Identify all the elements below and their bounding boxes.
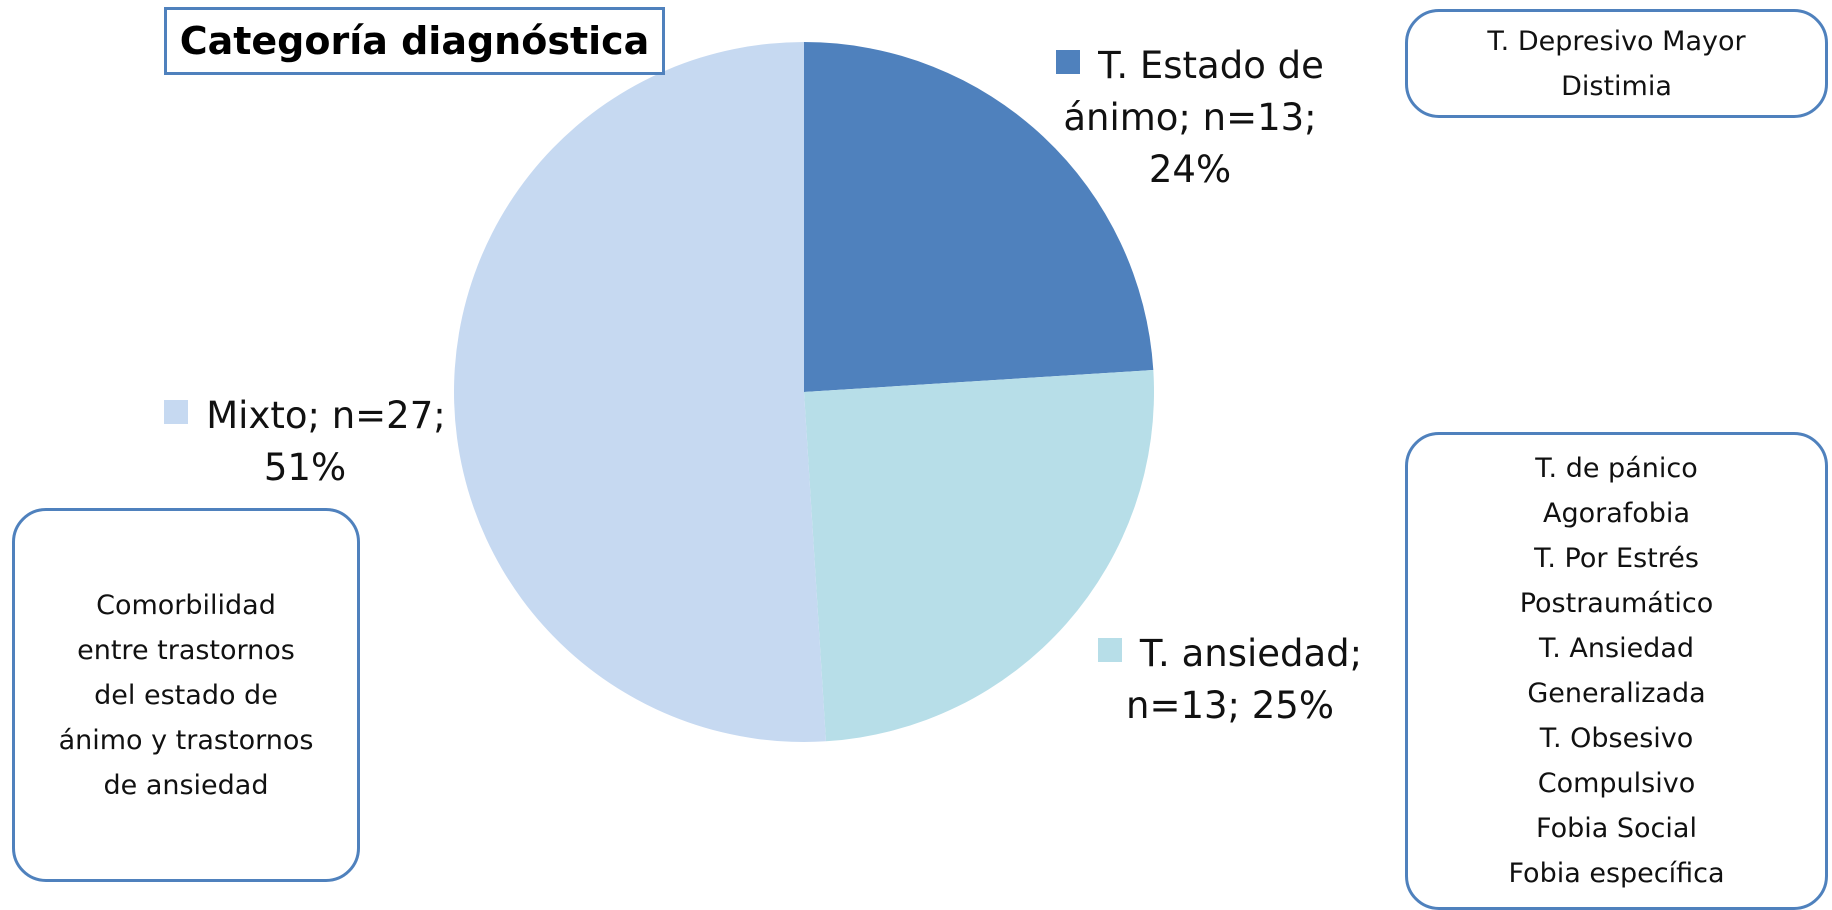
pie-slice bbox=[804, 370, 1154, 742]
slice-label: T. ansiedad; n=13; 25% bbox=[1085, 628, 1375, 732]
note-box: T. Depresivo Mayor Distimia bbox=[1405, 9, 1828, 118]
note-line: ánimo y trastornos bbox=[58, 724, 314, 756]
note-box: T. de pánico Agorafobia T. Por Estrés Postr… bbox=[1405, 432, 1828, 910]
legend-swatch bbox=[1056, 50, 1081, 74]
note-line: T. Obsesivo bbox=[1539, 723, 1694, 754]
note-line: de ansiedad bbox=[103, 769, 269, 801]
note-line: T. Por Estrés bbox=[1534, 543, 1699, 574]
legend-swatch bbox=[164, 400, 189, 424]
note-line: Agorafobia bbox=[1543, 498, 1690, 529]
pie-slice bbox=[453, 42, 826, 742]
note-line: Postraumático bbox=[1519, 588, 1714, 619]
note-line: entre trastornos bbox=[77, 634, 295, 666]
slice-label-text: T. ansiedad; n=13; 25% bbox=[1126, 632, 1363, 727]
slice-label: Mixto; n=27; 51% bbox=[135, 390, 475, 494]
note-line: T. Depresivo Mayor bbox=[1487, 25, 1746, 57]
slice-label: T. Estado de ánimo; n=13; 24% bbox=[1030, 40, 1350, 196]
pie-slice bbox=[804, 42, 1154, 392]
note-line: Generalizada bbox=[1527, 678, 1706, 709]
note-line: Fobia Social bbox=[1536, 813, 1697, 844]
chart-title: Categoría diagnóstica bbox=[164, 7, 665, 75]
note-line: Comorbilidad bbox=[96, 589, 276, 621]
note-line: T. Ansiedad bbox=[1538, 633, 1695, 664]
note-line: T. de pánico bbox=[1535, 453, 1698, 484]
slice-label-text: Mixto; n=27; 51% bbox=[206, 394, 446, 489]
slice-label-text: T. Estado de ánimo; n=13; 24% bbox=[1063, 44, 1324, 191]
note-line: Compulsivo bbox=[1537, 768, 1696, 799]
note-line: Fobia específica bbox=[1508, 858, 1725, 889]
note-line: del estado de bbox=[94, 679, 278, 711]
note-box: Comorbilidad entre trastornos del estado d… bbox=[12, 508, 360, 882]
legend-swatch bbox=[1097, 638, 1122, 662]
note-line: Distimia bbox=[1561, 70, 1672, 102]
